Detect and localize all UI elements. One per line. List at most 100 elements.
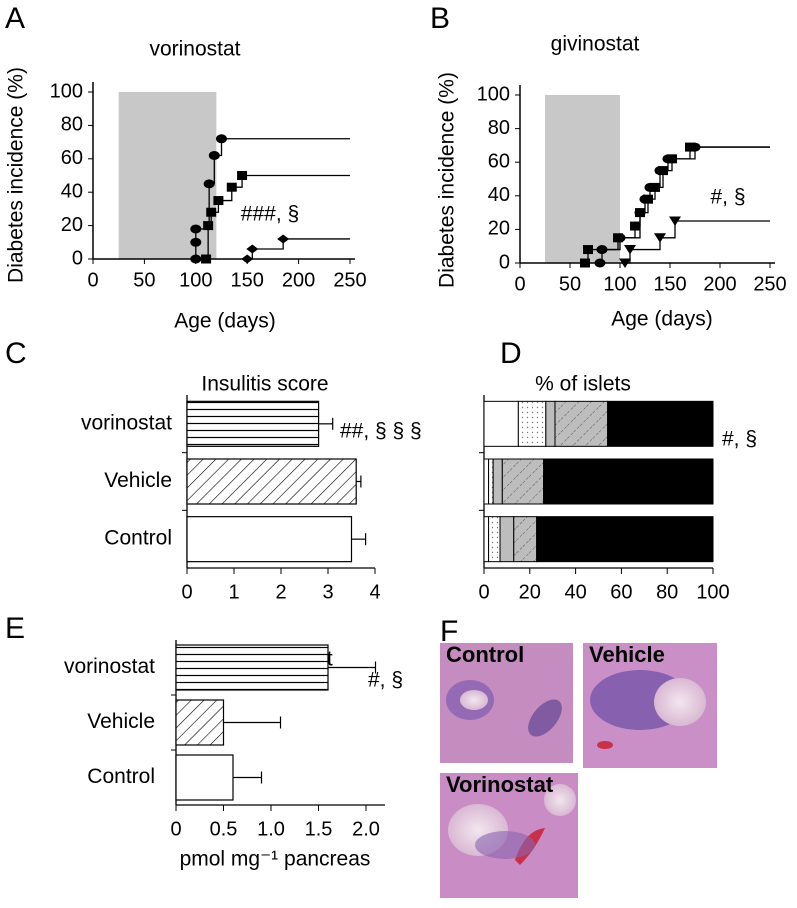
marker <box>226 182 237 192</box>
annotation: #, § <box>710 186 745 209</box>
image-label: Control <box>446 642 524 667</box>
shaded-region <box>545 95 620 263</box>
marker <box>190 254 202 264</box>
category-label: Control <box>87 765 155 788</box>
category-label: Control <box>104 527 172 550</box>
marker <box>216 134 227 144</box>
y-tick-label: 80 <box>61 114 83 136</box>
chart-panel: C Insulitis score ##, § § § 0 1 2 3 4 vorinostat… <box>5 337 422 603</box>
marker <box>654 233 666 243</box>
bar <box>175 754 234 801</box>
histology-image: Vorinostat <box>440 772 578 898</box>
histology-panel: F Control Vehicle Vorinostat <box>440 615 717 898</box>
x-tick-label: 3 <box>322 581 333 603</box>
x-tick-label: 0 <box>514 273 525 295</box>
bar-segment <box>483 400 519 447</box>
category-label: vorinostat <box>64 655 155 678</box>
y-tick-label: 20 <box>61 214 83 236</box>
chart-panel: EInsulin contentpmol mg⁻¹ pancreas#, §00… <box>5 612 403 871</box>
panel-letter: A <box>5 2 25 35</box>
marker <box>613 233 623 243</box>
x-tick-label: 0 <box>478 581 489 603</box>
step-line <box>247 238 350 260</box>
panel-letter: C <box>5 337 27 370</box>
bar <box>186 400 320 447</box>
y-axis-label: Diabetes incidence (%) <box>436 72 459 288</box>
x-tick-label: 1.0 <box>257 818 285 840</box>
panel-letter: F <box>440 615 458 648</box>
x-tick-label: 80 <box>656 581 678 603</box>
x-tick-label: 1 <box>228 581 239 603</box>
bar <box>175 644 329 691</box>
marker <box>190 224 202 234</box>
step-line <box>206 174 350 260</box>
annotation: #, § <box>722 428 757 451</box>
x-tick-label: 250 <box>333 269 366 291</box>
x-tick-label: 200 <box>282 269 315 291</box>
chart-title: vorinostat <box>149 38 240 61</box>
category-label: vorinostat <box>81 411 172 434</box>
y-tick-label: 60 <box>61 147 83 169</box>
bar-segment <box>488 516 501 563</box>
x-axis-label: Age (days) <box>174 310 276 333</box>
x-tick-label: 50 <box>133 269 155 291</box>
bar-segment <box>488 458 494 505</box>
y-tick-label: 0 <box>72 247 83 269</box>
x-axis-label: pmol mg⁻¹ pancreas <box>180 848 371 871</box>
shaded-region <box>118 92 217 259</box>
chart-title: givinostat <box>551 33 640 56</box>
category-label: Vehicle <box>87 710 155 733</box>
x-tick-label: 100 <box>603 273 636 295</box>
marker <box>277 234 290 244</box>
marker <box>635 208 645 218</box>
x-tick-label: 100 <box>179 269 212 291</box>
marker <box>583 245 593 255</box>
marker <box>213 196 224 206</box>
panel-letter: D <box>500 337 522 370</box>
bar <box>175 699 225 746</box>
y-tick-label: 0 <box>499 251 510 273</box>
x-tick-label: 20 <box>519 581 541 603</box>
marker <box>650 182 660 192</box>
panel-letter: B <box>430 2 450 35</box>
marker <box>203 221 214 231</box>
x-tick-label: 4 <box>369 581 380 603</box>
x-tick-label: 250 <box>753 273 786 295</box>
marker <box>246 244 259 254</box>
bar <box>186 458 357 505</box>
bar-segment <box>545 400 556 447</box>
y-tick-label: 100 <box>477 83 510 105</box>
bar-segment <box>607 400 714 447</box>
bar-segment <box>543 458 714 505</box>
x-tick-label: 0 <box>87 269 98 291</box>
annotation: ##, § § § <box>340 420 422 443</box>
marker <box>667 154 677 164</box>
image-label: Vorinostat <box>446 772 554 797</box>
bar <box>186 516 353 563</box>
marker <box>206 207 217 217</box>
bar-segment <box>501 458 545 505</box>
bar-segment <box>492 458 503 505</box>
x-tick-label: 60 <box>610 581 632 603</box>
bar-segment <box>499 516 515 563</box>
x-tick-label: 0.5 <box>210 818 238 840</box>
bar-segment <box>483 458 490 505</box>
bar-segment <box>513 516 538 563</box>
marker <box>580 258 590 268</box>
x-tick-label: 50 <box>559 273 581 295</box>
marker <box>630 221 640 231</box>
bar-segment <box>483 516 490 563</box>
marker <box>658 166 668 176</box>
category-label: Vehicle <box>104 469 172 492</box>
y-tick-label: 80 <box>488 117 510 139</box>
annotation: #, § <box>368 669 403 692</box>
marker <box>643 194 653 204</box>
bar-segment <box>554 400 609 447</box>
x-tick-label: 2.0 <box>352 818 380 840</box>
marker <box>203 179 215 189</box>
x-tick-label: 2 <box>275 581 286 603</box>
marker <box>190 237 202 247</box>
x-tick-label: 0 <box>181 581 192 603</box>
